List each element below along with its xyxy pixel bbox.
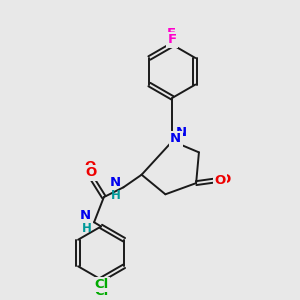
Text: H: H: [81, 222, 91, 235]
Text: N: N: [110, 176, 121, 189]
Text: N: N: [80, 209, 91, 222]
Text: F: F: [167, 27, 176, 40]
Text: O: O: [214, 174, 225, 187]
Text: H: H: [111, 189, 121, 202]
Text: N: N: [170, 132, 181, 146]
Text: F: F: [168, 33, 177, 46]
Text: N: N: [176, 126, 187, 139]
Text: Cl: Cl: [94, 285, 109, 298]
Text: Cl: Cl: [94, 278, 108, 291]
Text: O: O: [86, 166, 97, 179]
Text: O: O: [220, 173, 231, 186]
Text: O: O: [84, 160, 95, 173]
